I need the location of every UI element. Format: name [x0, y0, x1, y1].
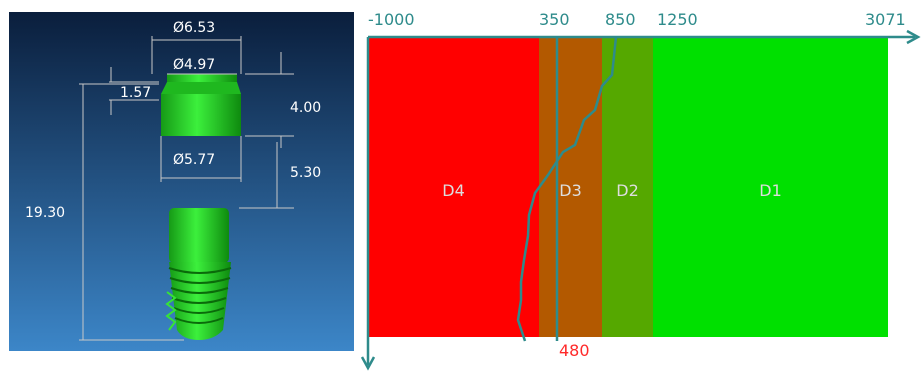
implant-dimension-view: Ø6.53 Ø4.97 1.57 4.00 Ø5.77 5.30 19.30 — [9, 12, 354, 351]
zone-label-d3: D3 — [559, 181, 582, 200]
tick-label-minus-1000: -1000 — [368, 10, 415, 29]
y-axis-arrowhead — [360, 356, 376, 371]
zone-label-d4: D4 — [442, 181, 465, 200]
chart-axes — [360, 29, 921, 371]
zone-labels: D4 D3 D2 D1 — [442, 181, 782, 200]
dim-gap: 5.30 — [290, 165, 321, 181]
density-profile-curve — [516, 36, 618, 342]
zone-d2 — [602, 37, 653, 337]
tick-label-3071: 3071 — [865, 10, 906, 29]
dimension-lines — [79, 36, 294, 341]
tick-label-1250: 1250 — [657, 10, 698, 29]
dim-cap-height: 1.57 — [120, 85, 151, 101]
implant-fixture — [165, 208, 232, 340]
tick-label-850: 850 — [605, 10, 636, 29]
dim-collar-height: 4.00 — [290, 100, 321, 116]
density-zones — [368, 37, 888, 337]
implant-abutment — [161, 74, 241, 136]
dim-cap-top-diameter: Ø4.97 — [173, 57, 215, 73]
dim-collar-diameter: Ø6.53 — [173, 20, 215, 36]
zone-label-d1: D1 — [759, 181, 782, 200]
dim-cap-bottom-diameter: Ø5.77 — [173, 152, 215, 168]
bone-density-chart: D4 D3 D2 D1 -1000 350 850 1250 3071 480 — [360, 10, 921, 371]
dim-total-length: 19.30 — [25, 205, 65, 221]
tick-label-350: 350 — [539, 10, 570, 29]
zone-d4 — [368, 37, 539, 337]
marker-label-480: 480 — [559, 341, 590, 360]
zone-d1 — [653, 37, 888, 337]
zone-d3 — [539, 37, 602, 337]
x-axis-arrowhead — [906, 29, 921, 45]
zone-label-d2: D2 — [616, 181, 639, 200]
